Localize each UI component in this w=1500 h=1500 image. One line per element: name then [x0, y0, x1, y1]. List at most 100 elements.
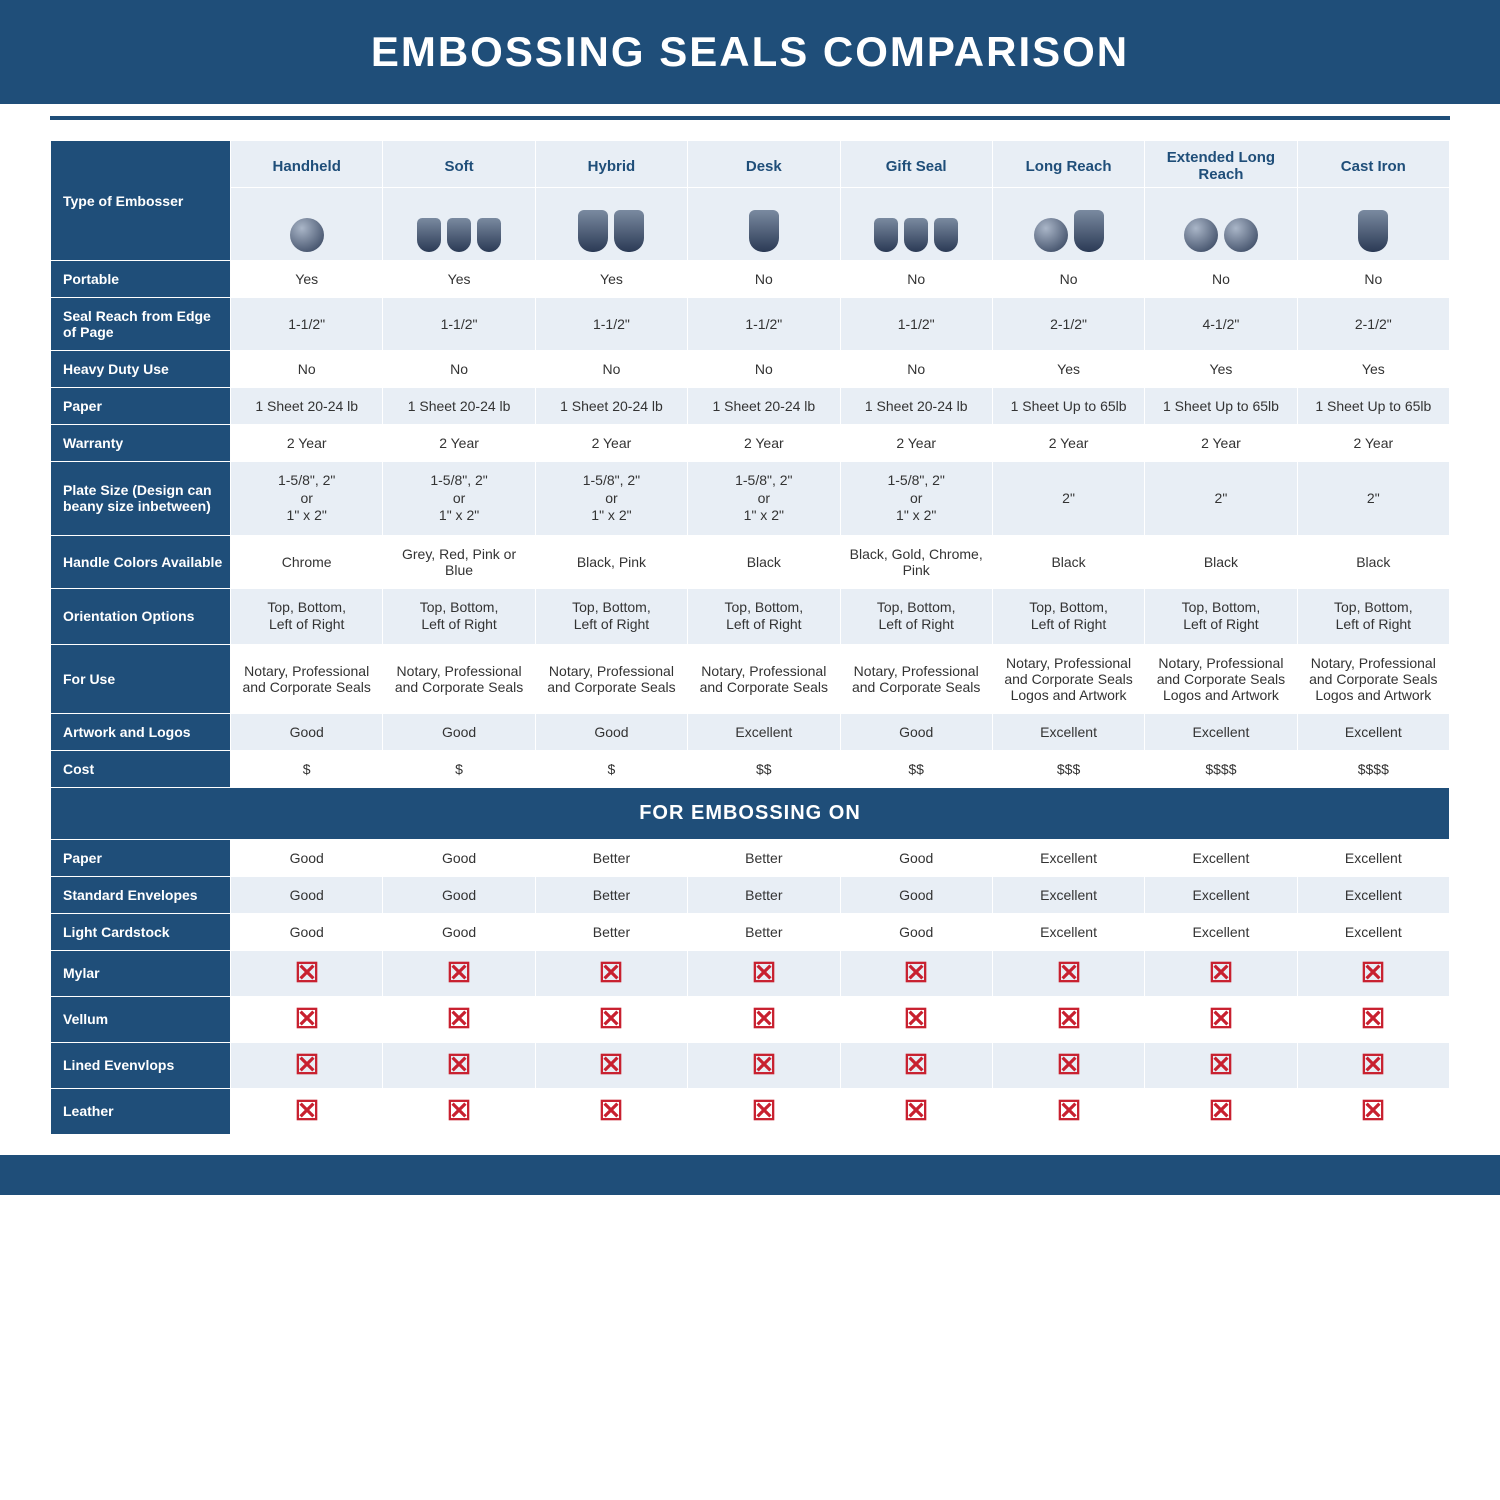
x-mark-icon	[1210, 970, 1232, 986]
table-cell: 1 Sheet 20-24 lb	[688, 388, 840, 425]
column-header: Handheld	[231, 141, 383, 188]
table-row: Artwork and LogosGoodGoodGoodExcellentGo…	[51, 713, 1450, 750]
table-cell: Better	[688, 913, 840, 950]
table-cell: $$	[840, 750, 992, 787]
table-cell: Good	[231, 713, 383, 750]
table-cell: Excellent	[1145, 876, 1297, 913]
cell-text: Top, Bottom,Left of Right	[1151, 599, 1290, 634]
table-cell: Top, Bottom,Left of Right	[535, 588, 687, 644]
embosser-image-cell	[1297, 188, 1449, 261]
embosser-shape	[614, 210, 644, 252]
cell-text: Top, Bottom,Left of Right	[1304, 599, 1443, 634]
table-cell	[840, 1042, 992, 1088]
table-cell: Better	[535, 839, 687, 876]
table-cell: Good	[231, 913, 383, 950]
x-mark-icon	[753, 1108, 775, 1124]
table-cell: Top, Bottom,Left of Right	[383, 588, 535, 644]
table-cell	[688, 996, 840, 1042]
table-cell: $	[383, 750, 535, 787]
embosser-shape	[1224, 218, 1258, 252]
table-cell	[1297, 1042, 1449, 1088]
cell-text: 1-5/8", 2"or1" x 2"	[847, 472, 986, 525]
x-mark-icon	[905, 1108, 927, 1124]
table-cell: $$$	[992, 750, 1144, 787]
table-row: Vellum	[51, 996, 1450, 1042]
row-label: Plate Size (Design can beany size inbetw…	[51, 462, 231, 536]
table-cell: 1-5/8", 2"or1" x 2"	[688, 462, 840, 536]
x-mark-icon	[1058, 1016, 1080, 1032]
embosser-shape	[1184, 218, 1218, 252]
table-cell: Good	[840, 913, 992, 950]
table-cell: $$	[688, 750, 840, 787]
table-row: Seal Reach from Edge of Page1-1/2"1-1/2"…	[51, 298, 1450, 351]
table-cell: $	[231, 750, 383, 787]
x-mark-icon	[753, 970, 775, 986]
table-cell: Black, Pink	[535, 535, 687, 588]
table-cell: Excellent	[992, 839, 1144, 876]
x-mark-icon	[1362, 1016, 1384, 1032]
table-cell: 2 Year	[1297, 425, 1449, 462]
embosser-icon	[540, 196, 683, 256]
table-cell: 2 Year	[535, 425, 687, 462]
x-mark-icon	[600, 970, 622, 986]
embosser-image-cell	[383, 188, 535, 261]
table-cell: 1-1/2"	[231, 298, 383, 351]
table-cell: No	[992, 261, 1144, 298]
table-cell: Notary, Professional and Corporate Seals	[231, 644, 383, 713]
table-cell	[231, 1088, 383, 1134]
table-cell: Good	[231, 839, 383, 876]
cell-text: Top, Bottom,Left of Right	[237, 599, 376, 634]
x-mark-icon	[753, 1016, 775, 1032]
table-cell: 2 Year	[688, 425, 840, 462]
row-label: Handle Colors Available	[51, 535, 231, 588]
table-cell: Top, Bottom,Left of Right	[231, 588, 383, 644]
row-label: Heavy Duty Use	[51, 351, 231, 388]
embosser-image-cell	[840, 188, 992, 261]
table-cell: 1-5/8", 2"or1" x 2"	[840, 462, 992, 536]
table-cell	[1145, 1042, 1297, 1088]
table-cell: Top, Bottom,Left of Right	[840, 588, 992, 644]
table-cell: 1 Sheet Up to 65lb	[992, 388, 1144, 425]
table-cell: Top, Bottom,Left of Right	[1297, 588, 1449, 644]
embosser-shape	[874, 218, 898, 252]
table-cell: No	[1145, 261, 1297, 298]
table-cell: Excellent	[1145, 713, 1297, 750]
table-cell: Excellent	[1145, 839, 1297, 876]
table-row: Handle Colors AvailableChromeGrey, Red, …	[51, 535, 1450, 588]
table-cell: No	[231, 351, 383, 388]
table-cell: No	[840, 261, 992, 298]
column-header: Long Reach	[992, 141, 1144, 188]
table-cell: $$$$	[1145, 750, 1297, 787]
table-cell: No	[840, 351, 992, 388]
x-mark-icon	[1362, 970, 1384, 986]
table-row: Leather	[51, 1088, 1450, 1134]
x-mark-icon	[448, 1108, 470, 1124]
embosser-icon	[387, 196, 530, 256]
table-cell: Better	[535, 913, 687, 950]
table-row: Cost$$$$$$$$$$$$$$$$$$	[51, 750, 1450, 787]
x-mark-icon	[1058, 1108, 1080, 1124]
table-cell: Excellent	[1297, 913, 1449, 950]
embosser-shape	[447, 218, 471, 252]
table-cell	[1297, 1088, 1449, 1134]
row-label: Leather	[51, 1088, 231, 1134]
x-mark-icon	[1362, 1062, 1384, 1078]
cell-text: 1-5/8", 2"or1" x 2"	[542, 472, 681, 525]
x-mark-icon	[600, 1108, 622, 1124]
table-cell: 2"	[1145, 462, 1297, 536]
table-cell	[992, 1088, 1144, 1134]
embosser-image-cell	[1145, 188, 1297, 261]
x-mark-icon	[448, 1062, 470, 1078]
column-header: Cast Iron	[1297, 141, 1449, 188]
table-row: Standard EnvelopesGoodGoodBetterBetterGo…	[51, 876, 1450, 913]
table-cell	[231, 1042, 383, 1088]
row-label: Type of Embosser	[51, 141, 231, 261]
row-label: Paper	[51, 839, 231, 876]
embosser-icon	[692, 196, 835, 256]
table-cell	[1145, 996, 1297, 1042]
table-cell: 2"	[992, 462, 1144, 536]
x-mark-icon	[905, 1016, 927, 1032]
table-cell: Notary, Professional and Corporate Seals	[535, 644, 687, 713]
table-cell: No	[688, 351, 840, 388]
table-cell: Excellent	[992, 876, 1144, 913]
